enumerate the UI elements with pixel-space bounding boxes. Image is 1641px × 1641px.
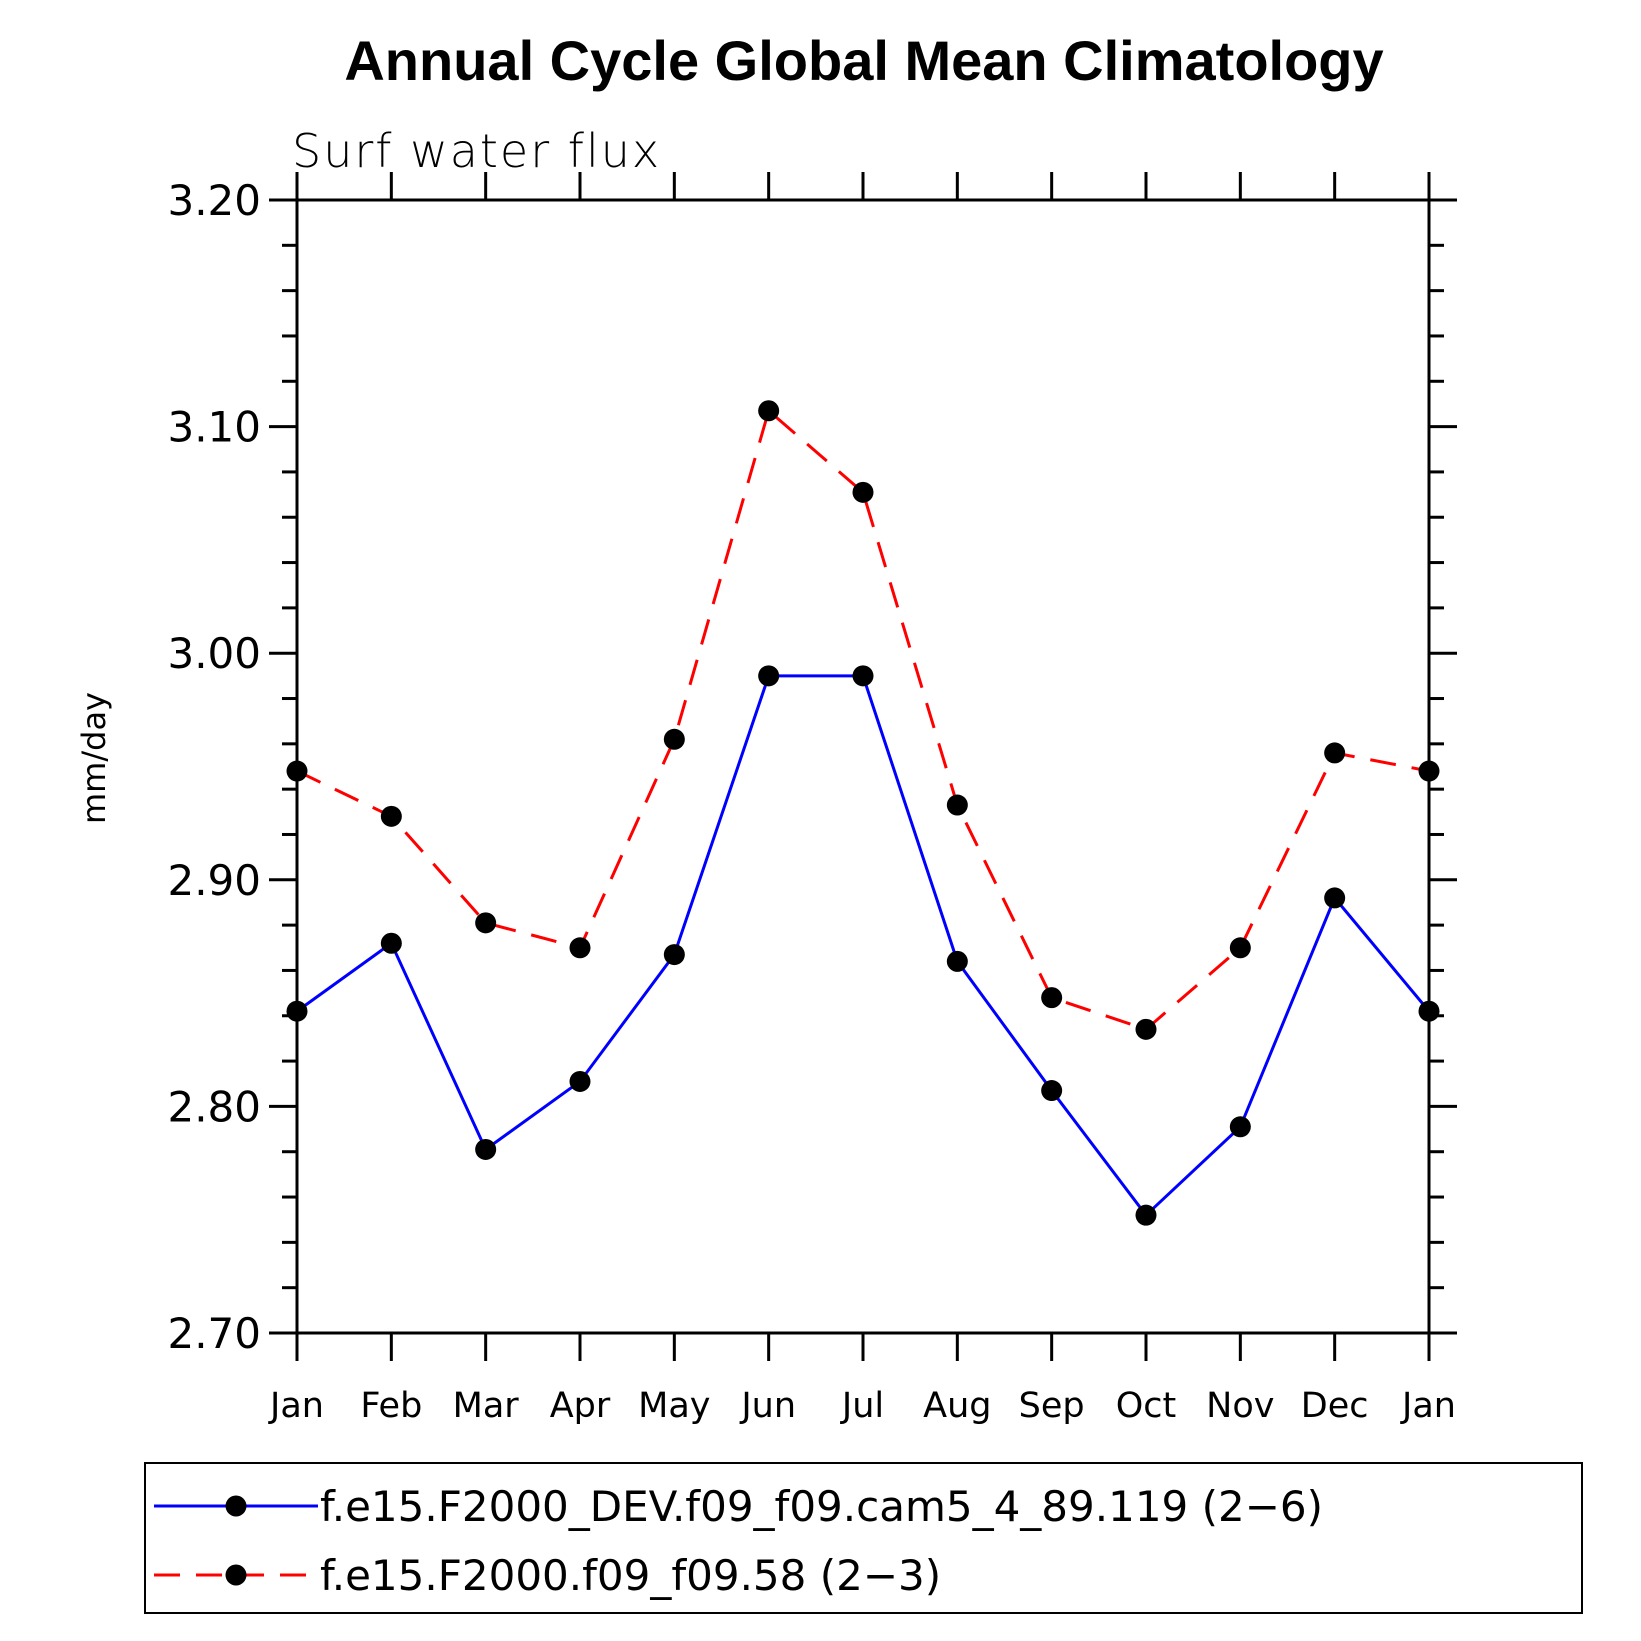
- x-tick-label: Feb: [360, 1386, 422, 1426]
- series-1-point: [1324, 887, 1346, 909]
- series-line-1: [296, 674, 1431, 1218]
- legend-marker-2: [225, 1564, 247, 1586]
- series-2-point: [758, 400, 780, 422]
- x-tick-label: Nov: [1206, 1386, 1274, 1426]
- chart-subtitle: Surf water flux: [292, 124, 661, 178]
- y-axis-label: mm/day: [75, 692, 113, 824]
- series-2-point: [1229, 937, 1251, 959]
- legend-label-2: f.e15.F2000.f09_f09.58 (2−3): [320, 1551, 941, 1600]
- series-1-point: [569, 1070, 591, 1092]
- chart-title: Annual Cycle Global Mean Climatology: [344, 29, 1383, 92]
- series-2-point: [1041, 987, 1063, 1009]
- legend-box: [144, 1462, 1583, 1614]
- legend: f.e15.F2000_DEV.f09_f09.cam5_4_89.119 (2…: [154, 1482, 1323, 1600]
- y-tick-label: 3.00: [167, 629, 261, 678]
- series-1-point: [380, 932, 402, 954]
- y-tick-labels: 2.70 2.80 2.90 3.00 3.10 3.20: [167, 176, 261, 1358]
- x-tick-label: Apr: [550, 1386, 611, 1426]
- x-tick-label: May: [638, 1386, 710, 1426]
- x-tick-label: Oct: [1116, 1386, 1177, 1426]
- x-tick-label: Mar: [453, 1386, 520, 1426]
- x-tick-labels: Jan Feb Mar Apr May Jun Jul Aug Sep Oct Nov Dec Jan: [268, 1386, 1456, 1426]
- series-2-point: [1418, 760, 1440, 782]
- series-2-point: [852, 481, 874, 503]
- series-2-point: [569, 937, 591, 959]
- x-tick-label: Aug: [923, 1386, 991, 1426]
- axis-ticks: [269, 172, 1457, 1361]
- y-tick-label: 2.90: [167, 856, 261, 905]
- series-1-point: [1135, 1204, 1157, 1226]
- series-1-point: [758, 665, 780, 687]
- series-2-point: [475, 912, 497, 934]
- y-tick-label: 2.80: [167, 1082, 261, 1131]
- x-tick-label: Sep: [1019, 1386, 1085, 1426]
- series-2-point: [286, 760, 308, 782]
- series-1-point: [1418, 1000, 1440, 1022]
- legend-marker-1: [225, 1495, 247, 1517]
- series-1-point: [663, 944, 685, 966]
- legend-label-1: f.e15.F2000_DEV.f09_f09.cam5_4_89.119 (2…: [320, 1482, 1323, 1531]
- series-1-point: [1229, 1116, 1251, 1138]
- series-1-point: [286, 1000, 308, 1022]
- series-layer: [286, 400, 1440, 1226]
- series-2-point: [1324, 742, 1346, 764]
- y-tick-label: 2.70: [167, 1309, 261, 1358]
- series-1-point: [1041, 1080, 1063, 1102]
- x-tick-label: Jan: [1400, 1386, 1456, 1426]
- x-tick-label: Dec: [1301, 1386, 1369, 1426]
- x-tick-label: Jan: [268, 1386, 324, 1426]
- series-2-point: [946, 794, 968, 816]
- y-tick-label: 3.10: [167, 403, 261, 452]
- series-2-point: [663, 728, 685, 750]
- series-2-point: [380, 805, 402, 827]
- x-tick-label: Jun: [739, 1386, 796, 1426]
- series-line-2: [296, 408, 1430, 1032]
- series-2-point: [1135, 1018, 1157, 1040]
- series-1-point: [946, 950, 968, 972]
- y-tick-label: 3.20: [167, 176, 261, 225]
- plot-frame: [295, 198, 1431, 1335]
- x-tick-label: Jul: [840, 1386, 884, 1426]
- series-1-point: [475, 1138, 497, 1160]
- series-1-point: [852, 665, 874, 687]
